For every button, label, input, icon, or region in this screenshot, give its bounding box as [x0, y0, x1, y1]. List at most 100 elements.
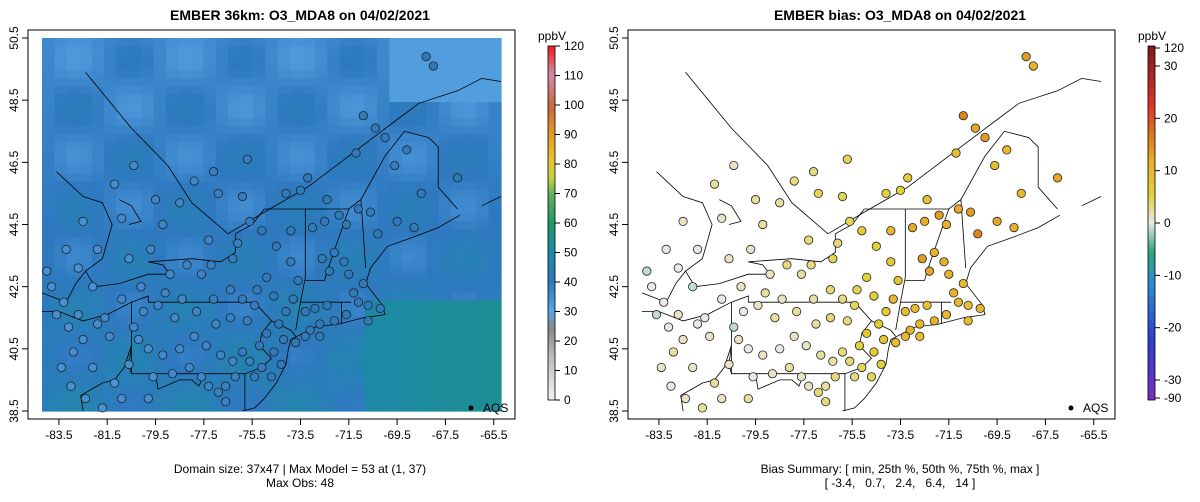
model-grid-cell — [476, 268, 490, 277]
model-grid-cell — [327, 45, 341, 55]
model-grid-cell — [376, 93, 390, 103]
model-grid-cell — [414, 133, 428, 142]
model-grid-cell — [153, 284, 167, 293]
model-grid-cell — [327, 339, 341, 349]
model-obs-site — [167, 369, 178, 379]
model-grid-cell — [203, 220, 217, 230]
model-grid-cell — [376, 291, 390, 301]
model-grid-cell — [302, 260, 316, 269]
model-grid-cell — [327, 133, 341, 142]
model-grid-cell — [79, 188, 93, 198]
model-grid-cell — [401, 315, 415, 325]
model-grid-cell — [203, 45, 217, 55]
model-obs-site — [196, 372, 207, 382]
model-colorbar-label: 10 — [564, 364, 578, 378]
model-grid-cell — [314, 347, 328, 357]
model-grid-cell — [190, 212, 204, 222]
model-grid-cell — [166, 69, 180, 79]
model-grid-cell — [314, 291, 328, 301]
model-grid-cell — [54, 252, 68, 261]
model-grid-cell — [104, 212, 118, 222]
model-grid-cell — [252, 252, 266, 261]
model-grid-cell — [314, 363, 328, 372]
model-grid-cell — [228, 228, 242, 238]
model-grid-cell — [352, 347, 366, 357]
model-grid-cell — [265, 149, 279, 158]
model-grid-cell — [91, 339, 105, 349]
model-grid-cell — [79, 117, 93, 126]
model-grid-cell — [66, 133, 80, 142]
model-grid-cell — [389, 323, 403, 333]
model-grid-cell — [376, 141, 390, 150]
model-grid-cell — [79, 38, 93, 47]
model-grid-cell — [252, 307, 266, 317]
bias-obs-site — [915, 319, 925, 329]
model-grid-cell — [116, 45, 130, 55]
model-grid-cell — [401, 228, 415, 238]
model-grid-cell — [376, 85, 390, 95]
bias-obs-site — [738, 306, 749, 317]
model-grid-cell — [327, 228, 341, 238]
model-grid-cell — [104, 236, 118, 245]
model-grid-cell — [352, 284, 366, 293]
model-grid-cell — [265, 244, 279, 253]
model-grid-cell — [252, 45, 266, 55]
model-grid-cell — [339, 188, 353, 198]
model-grid-cell — [252, 299, 266, 309]
model-grid-cell — [252, 379, 266, 388]
model-x-tick-label: -77.5 — [190, 428, 218, 442]
model-obs-site — [138, 306, 149, 317]
model-grid-cell — [302, 196, 316, 206]
bias-y-tick-label: 44.5 — [607, 212, 621, 236]
model-grid-cell — [42, 331, 56, 341]
model-obs-site — [175, 198, 185, 208]
model-grid-cell — [54, 347, 68, 357]
model-grid-cell — [488, 331, 502, 341]
model-obs-site — [211, 319, 221, 329]
model-grid-cell — [389, 133, 403, 142]
model-grid-cell — [277, 299, 291, 309]
model-obs-site — [73, 310, 83, 320]
model-grid-cell — [488, 133, 502, 142]
model-grid-cell — [252, 220, 266, 230]
model-grid-cell — [166, 339, 180, 349]
model-grid-cell — [451, 236, 465, 245]
model-border-line — [295, 209, 306, 331]
model-grid-cell — [190, 38, 204, 47]
model-grid-cell — [252, 180, 266, 190]
model-grid-cell — [327, 157, 341, 166]
bias-obs-site — [736, 282, 746, 292]
model-grid-cell — [66, 395, 80, 404]
model-grid-cell — [451, 188, 465, 198]
model-grid-cell — [451, 212, 465, 222]
model-grid-cell — [116, 53, 130, 63]
model-grid-cell — [376, 220, 390, 230]
model-grid-cell — [414, 299, 428, 309]
model-grid-cell — [166, 379, 180, 388]
model-grid-cell — [352, 252, 366, 261]
model-grid-cell — [91, 157, 105, 166]
bias-obs-site — [922, 300, 932, 310]
model-grid-cell — [476, 371, 490, 380]
model-grid-cell — [327, 403, 341, 412]
model-grid-cell — [364, 276, 378, 285]
model-grid-cell — [116, 379, 130, 388]
model-grid-cell — [215, 133, 229, 142]
model-grid-cell — [190, 93, 204, 103]
model-grid-cell — [153, 125, 167, 134]
model-grid-cell — [215, 323, 229, 333]
model-grid-cell — [339, 252, 353, 261]
model-grid-cell — [376, 244, 390, 253]
model-grid-cell — [327, 172, 341, 182]
model-grid-cell — [54, 196, 68, 206]
model-grid-cell — [426, 188, 440, 198]
model-obs-site — [221, 381, 231, 391]
model-grid-cell — [79, 244, 93, 253]
model-grid-cell — [463, 53, 477, 63]
model-grid-cell — [426, 291, 440, 301]
model-grid-cell — [153, 371, 167, 380]
model-grid-cell — [153, 38, 167, 47]
model-grid-cell — [426, 180, 440, 190]
model-grid-cell — [66, 387, 80, 396]
model-grid-cell — [128, 395, 142, 404]
